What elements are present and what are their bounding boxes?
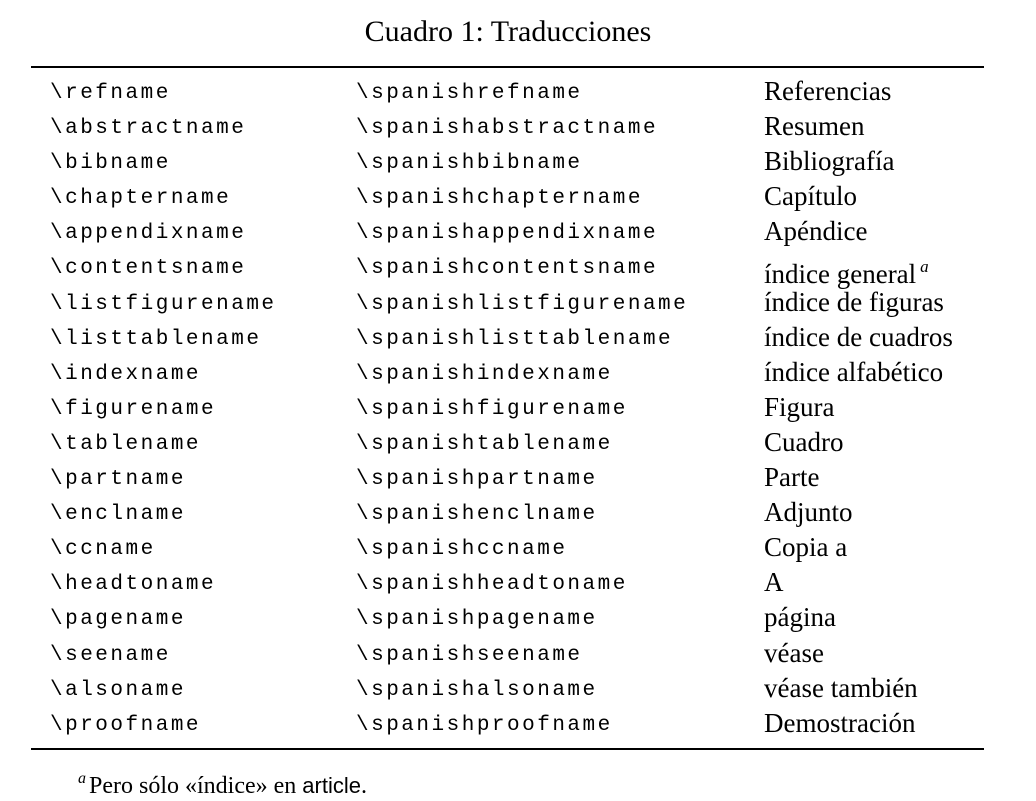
translation: véase también bbox=[764, 672, 918, 703]
latex-command: \chaptername bbox=[50, 187, 232, 211]
latex-command: \indexname bbox=[50, 362, 202, 386]
translation: A bbox=[764, 567, 784, 598]
spanish-command: \spanishchaptername bbox=[356, 187, 643, 211]
table-row: \abstractname \spanishabstractname Resum… bbox=[0, 109, 1036, 144]
footnote: a Pero sólo «índice» en article. bbox=[78, 764, 367, 801]
table-row: \figurename \spanishfigurename Figura bbox=[0, 390, 1036, 425]
table-row: \ccname \spanishccname Copia a bbox=[0, 530, 1036, 565]
footnote-mark: a bbox=[920, 257, 929, 277]
latex-command: \tablename bbox=[50, 432, 202, 456]
translation: Capítulo bbox=[764, 181, 857, 212]
table-row: \alsoname \spanishalsoname véase también bbox=[0, 671, 1036, 706]
footnote-class-name: article bbox=[302, 773, 361, 798]
table-row: \listfigurename \spanishlistfigurename í… bbox=[0, 285, 1036, 320]
translation: Resumen bbox=[764, 111, 865, 142]
spanish-command: \spanishfigurename bbox=[356, 397, 628, 421]
table-row: \refname \spanishrefname Referencias bbox=[0, 74, 1036, 109]
latex-command: \proofname bbox=[50, 713, 202, 737]
table-bottom-rule bbox=[31, 748, 984, 750]
translation: índice de figuras bbox=[764, 286, 944, 317]
table-row: \pagename \spanishpagename página bbox=[0, 600, 1036, 635]
translation: página bbox=[764, 602, 836, 633]
footnote-text: Pero sólo «índice» en bbox=[89, 773, 303, 799]
table-row: \listtablename \spanishlisttablename índ… bbox=[0, 320, 1036, 355]
translations-table: \refname \spanishrefname Referencias \ab… bbox=[0, 74, 1036, 741]
footnote-mark: a bbox=[78, 770, 86, 787]
spanish-command: \spanishabstractname bbox=[356, 117, 659, 141]
translation: Bibliografía bbox=[764, 146, 895, 177]
latex-command: \listfigurename bbox=[50, 292, 277, 316]
table-row: \appendixname \spanishappendixname Apénd… bbox=[0, 214, 1036, 249]
latex-command: \bibname bbox=[50, 152, 171, 176]
latex-command: \alsoname bbox=[50, 678, 186, 702]
latex-command: \headtoname bbox=[50, 573, 217, 597]
table-row: \enclname \spanishenclname Adjunto bbox=[0, 495, 1036, 530]
footnote-end: . bbox=[360, 773, 367, 799]
spanish-command: \spanishcontentsname bbox=[356, 257, 659, 281]
latex-command: \seename bbox=[50, 643, 171, 667]
translation: Cuadro bbox=[764, 426, 844, 457]
table-row: \headtoname \spanishheadtoname A bbox=[0, 565, 1036, 600]
spanish-command: \spanishlisttablename bbox=[356, 327, 674, 351]
spanish-command: \spanishappendixname bbox=[356, 222, 659, 246]
translation: índice de cuadros bbox=[764, 321, 953, 352]
translation: Referencias bbox=[764, 76, 892, 106]
table-caption: Cuadro 1: Traducciones bbox=[364, 15, 652, 48]
table-row: \contentsname \spanishcontentsname índic… bbox=[0, 249, 1036, 289]
latex-command: \ccname bbox=[50, 538, 156, 562]
spanish-command: \spanishalsoname bbox=[356, 678, 598, 702]
spanish-command: \spanishrefname bbox=[356, 82, 583, 105]
spanish-command: \spanishenclname bbox=[356, 503, 598, 527]
table-row: \partname \spanishpartname Parte bbox=[0, 460, 1036, 495]
spanish-command: \spanishbibname bbox=[356, 152, 583, 176]
translation: Parte bbox=[764, 462, 820, 493]
table-top-rule bbox=[31, 66, 984, 68]
translation: índice general bbox=[764, 259, 917, 290]
table-row: \proofname \spanishproofname Demostració… bbox=[0, 706, 1036, 741]
spanish-command: \spanishseename bbox=[356, 643, 583, 667]
latex-command: \pagename bbox=[50, 608, 186, 632]
latex-command: \listtablename bbox=[50, 327, 262, 351]
spanish-command: \spanishindexname bbox=[356, 362, 613, 386]
spanish-command: \spanishpartname bbox=[356, 468, 598, 492]
translation-with-footnote: índice general a bbox=[764, 249, 929, 292]
latex-command: \figurename bbox=[50, 397, 217, 421]
spanish-command: \spanishlistfigurename bbox=[356, 292, 689, 316]
translation: Copia a bbox=[764, 532, 848, 563]
translation: véase bbox=[764, 637, 824, 668]
translation: índice alfabético bbox=[764, 356, 944, 387]
latex-command: \enclname bbox=[50, 503, 186, 527]
latex-command: \refname bbox=[50, 82, 171, 105]
spanish-command: \spanishtablename bbox=[356, 432, 613, 456]
translation: Apéndice bbox=[764, 216, 868, 247]
latex-command: \appendixname bbox=[50, 222, 247, 246]
table-row: \indexname \spanishindexname índice alfa… bbox=[0, 355, 1036, 390]
translation: Demostración bbox=[764, 707, 916, 738]
translation: Figura bbox=[764, 391, 835, 422]
latex-command: \partname bbox=[50, 468, 186, 492]
table-row: \chaptername \spanishchaptername Capítul… bbox=[0, 179, 1036, 214]
table-row: \tablename \spanishtablename Cuadro bbox=[0, 425, 1036, 460]
translation: Adjunto bbox=[764, 497, 853, 528]
spanish-command: \spanishheadtoname bbox=[356, 573, 628, 597]
spanish-command: \spanishpagename bbox=[356, 608, 598, 632]
spanish-command: \spanishccname bbox=[356, 538, 568, 562]
latex-command: \contentsname bbox=[50, 257, 247, 281]
spanish-command: \spanishproofname bbox=[356, 713, 613, 737]
table-row: \bibname \spanishbibname Bibliografía bbox=[0, 144, 1036, 179]
table-row: \seename \spanishseename véase bbox=[0, 636, 1036, 671]
latex-command: \abstractname bbox=[50, 117, 247, 141]
